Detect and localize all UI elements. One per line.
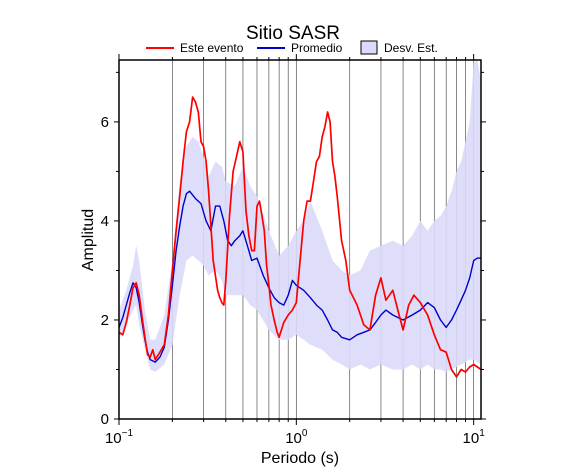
legend-band-label: Desv. Est. [384,41,438,55]
x-tick-label: 101 [463,428,486,447]
series-layer [118,96,482,378]
ticks: 0 2 4 6 10−1 100 101 [101,54,486,447]
x-tick-label: 10−1 [105,428,134,447]
x-tick-label: 100 [285,428,308,447]
chart-title: Sitio SASR [246,23,340,44]
y-tick-label: 6 [101,114,109,131]
x-axis-label: Periodo (s) [261,450,339,467]
legend-band-swatch [360,40,378,55]
y-axis-label: Amplitud [80,209,97,271]
y-tick-label: 2 [101,312,109,329]
legend-average-label: Promedio [291,41,343,55]
legend: Este evento Promedio Desv. Est. [146,40,438,55]
y-tick-label: 4 [101,213,109,230]
legend-event-label: Este evento [180,41,244,55]
std-dev-band-layer [119,60,481,372]
std-dev-band [119,60,481,372]
plot-frame [118,59,482,420]
y-tick-label: 0 [101,411,109,428]
average-line [118,96,482,378]
